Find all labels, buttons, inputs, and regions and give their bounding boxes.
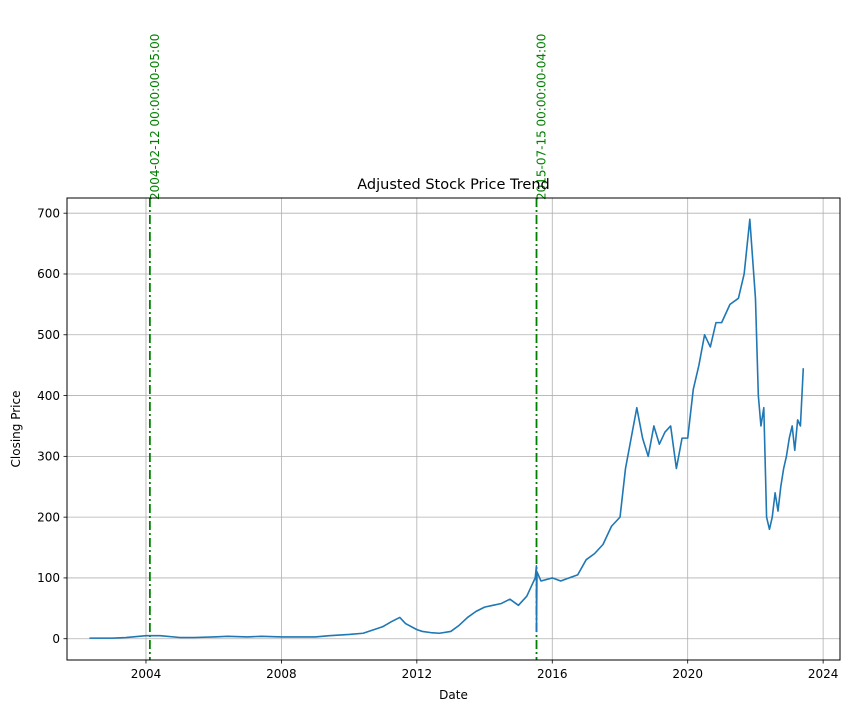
x-axis-label: Date [439, 688, 468, 702]
x-tick-label: 2020 [672, 667, 703, 681]
y-tick-label: 0 [52, 632, 60, 646]
x-tick-label: 2004 [131, 667, 162, 681]
axis-ticks: 2004 2008 2012 2016 2020 2024 0 100 200 300 400 500… [37, 206, 838, 681]
y-tick-label: 700 [37, 206, 60, 220]
x-tick-label: 2012 [402, 667, 433, 681]
y-axis-label: Closing Price [9, 391, 23, 468]
y-tick-label: 500 [37, 328, 60, 342]
x-tick-label: 2016 [537, 667, 568, 681]
vertical-marker-label: 2004-02-12 00:00:00-05:00 [148, 34, 162, 200]
x-tick-label: 2024 [808, 667, 839, 681]
y-tick-label: 600 [37, 267, 60, 281]
y-tick-label: 200 [37, 510, 60, 524]
chart-title: Adjusted Stock Price Trend [357, 177, 549, 193]
x-tick-label: 2008 [266, 667, 297, 681]
vertical-marker-lines: 2004-02-12 00:00:00-05:00 2015-07-15 00:0… [148, 34, 549, 660]
y-tick-label: 100 [37, 571, 60, 585]
series-layer [89, 218, 805, 639]
vertical-marker-label: 2015-07-15 00:00:00-04:00 [535, 34, 549, 200]
series-line [89, 218, 805, 639]
grid-lines [67, 198, 840, 660]
plot-frame [66, 197, 841, 661]
y-tick-label: 300 [37, 450, 60, 464]
y-tick-label: 400 [37, 389, 60, 403]
